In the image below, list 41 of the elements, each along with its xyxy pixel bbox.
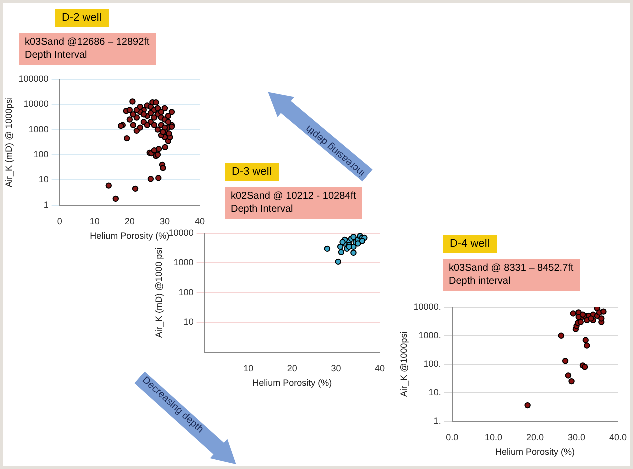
- y-tick-label: 1000: [174, 258, 194, 268]
- y-tick-label: 10: [38, 174, 49, 185]
- y-tick-label: 10000: [24, 99, 49, 110]
- y-tick-label: 100.: [424, 358, 442, 369]
- y-axis-title: Air_K (mD) @1000 psi: [154, 248, 164, 338]
- x-tick-label: 30: [331, 363, 342, 374]
- x-tick-label: 10.0: [485, 432, 503, 442]
- y-tick-label: 100: [178, 287, 194, 298]
- y-tick-label: 1: [44, 200, 49, 210]
- x-tick-label: 40: [374, 363, 385, 374]
- y-axis-title: Air_K @1000psi: [398, 332, 409, 397]
- y-tick-label: 10000.: [414, 302, 442, 312]
- y-tick-label: 10: [184, 317, 194, 328]
- chart-subtitle: k02Sand @ 10212 - 10284ft Depth Interval: [225, 187, 362, 219]
- y-axis-title: Air_K (mD) @ 1000psi: [4, 97, 14, 188]
- x-tick-label: 0.0: [446, 432, 459, 442]
- y-tick-label: 1.: [434, 416, 442, 426]
- chart-subtitle: k03Sand @ 8331 – 8452.7ft Depth interval: [443, 259, 580, 291]
- y-tick-label: 10000: [168, 228, 194, 238]
- x-tick-label: 20: [124, 216, 135, 226]
- y-tick-label: 10.: [428, 387, 442, 398]
- x-tick-label: 0: [57, 216, 62, 226]
- y-tick-label: 100: [34, 149, 49, 160]
- x-tick-label: 40.0: [609, 432, 628, 442]
- chart-title: D-3 well: [225, 163, 279, 181]
- x-axis-title: Helium Porosity (%): [252, 378, 332, 388]
- y-tick-label: 1000: [28, 124, 49, 134]
- x-tick-label: 40: [194, 216, 205, 226]
- y-tick-label: 100000: [18, 74, 49, 84]
- chart-subtitle: k03Sand @12686 – 12892ft Depth Interval: [19, 33, 156, 65]
- x-tick-label: 30: [160, 216, 170, 226]
- x-tick-label: 10: [244, 363, 254, 374]
- x-tick-label: 30.0: [568, 432, 586, 442]
- x-tick-label: 20.0: [526, 432, 544, 442]
- x-axis-title: Helium Porosity (%): [496, 447, 576, 458]
- chart-title: D-2 well: [55, 9, 109, 27]
- chart-title: D-4 well: [443, 235, 497, 253]
- y-tick-label: 1000.: [418, 330, 442, 340]
- x-axis-title: Helium Porosity (%): [90, 231, 170, 242]
- x-tick-label: 20: [287, 363, 298, 374]
- x-tick-label: 10: [90, 216, 100, 226]
